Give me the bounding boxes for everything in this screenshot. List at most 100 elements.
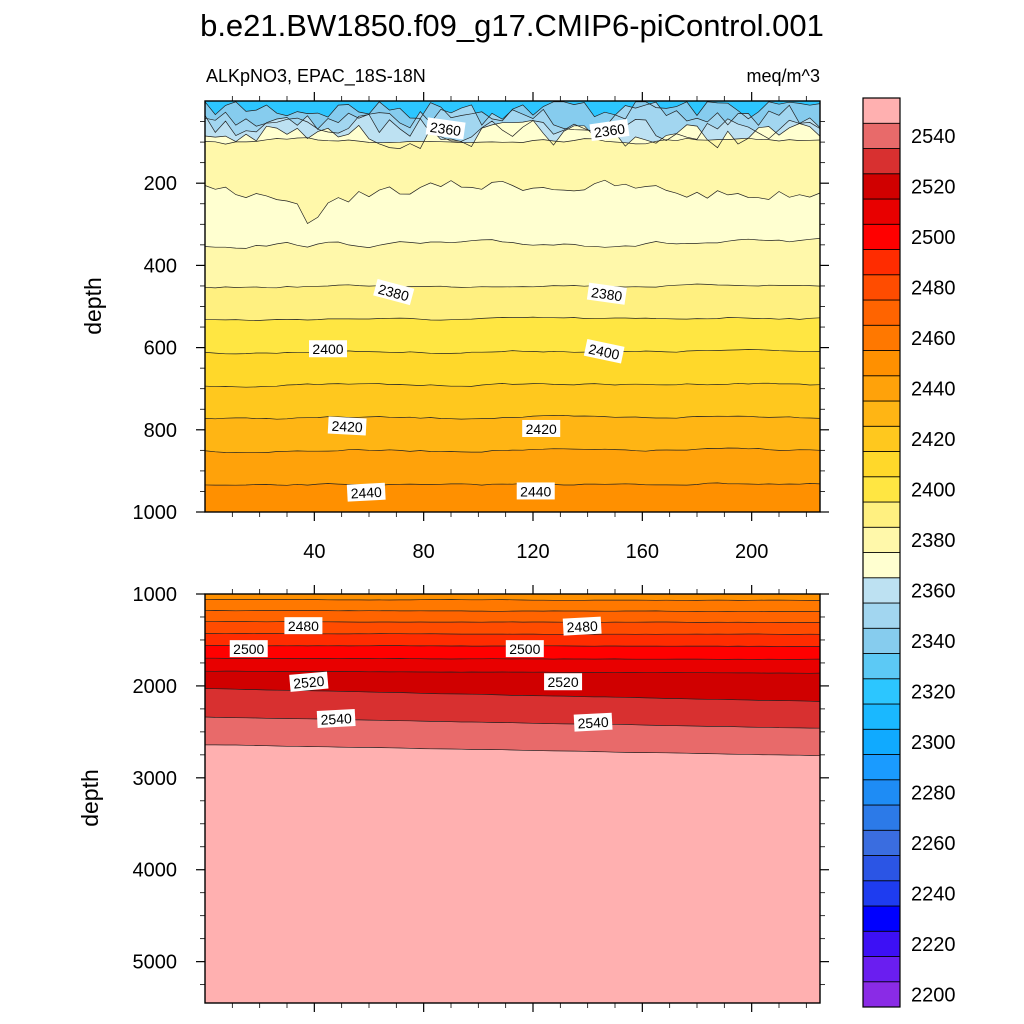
top-contour-label-text: 2440 (520, 483, 551, 499)
top-band-13 (205, 482, 820, 512)
bottom-y-tick-label: 2000 (133, 676, 178, 698)
colorbar-swatch (862, 350, 901, 377)
colorbar-swatch (862, 981, 901, 1008)
bottom-contour-label-text: 2540 (577, 714, 609, 732)
contour-labels: 2360 2360 2380 2380 2400 2400 2420 2420 2440 2440… (229, 117, 630, 732)
colorbar-tick-label: 2440 (911, 378, 956, 400)
colorbar-tick-label: 2420 (911, 429, 956, 451)
bottom-y-tick-label: 3000 (133, 768, 178, 790)
bottom-contour-label-text: 2520 (547, 674, 578, 690)
colorbar-swatch (862, 779, 901, 806)
colorbar-tick-label: 2540 (911, 126, 956, 148)
bottom-contour-label-box (229, 640, 268, 658)
colorbar-swatch (862, 274, 901, 301)
top-y-tick-label: 600 (144, 338, 177, 360)
bottom-contour-label-box (573, 712, 613, 732)
subtitle-right: meq/m^3 (747, 66, 820, 86)
bottom-contour-7 (204, 688, 821, 702)
bottom-contour-8 (204, 716, 821, 729)
axes: 40 80 120 160 200 200 400 600 800 1000 1000 2000 300… (133, 92, 829, 1012)
top-y-tick-label: 800 (144, 420, 177, 442)
top-y-tick-label: 200 (144, 173, 177, 195)
colorbar-swatch (862, 198, 901, 225)
top-x-tick-label: 200 (735, 541, 768, 563)
bottom-y-tick-label: 4000 (133, 860, 178, 882)
top-contour-4 (204, 137, 821, 145)
colorbar-swatch (862, 400, 901, 427)
top-contour-label-box (425, 117, 466, 140)
colorbar-swatch (862, 501, 901, 528)
top-contour-8 (204, 316, 821, 321)
bottom-contour-label-box (316, 709, 356, 728)
colorbar-tick-label: 2480 (911, 277, 956, 299)
bottom-contour-label-box (284, 617, 323, 635)
colorbar-swatch (862, 930, 901, 957)
top-contour-label-text: 2400 (587, 341, 621, 363)
colorbar-frame (862, 97, 901, 1008)
top-contour-label-text: 2360 (429, 119, 462, 139)
colorbar-swatch (862, 956, 901, 983)
colorbar-swatch (862, 829, 901, 856)
top-ylabel: depth (80, 277, 106, 335)
colorbar-tick-label: 2220 (911, 934, 956, 956)
bottom-ylabel: depth (77, 769, 103, 827)
colorbar-swatch (862, 526, 901, 553)
colorbar-swatch (862, 855, 901, 882)
bottom-contour-6 (204, 670, 821, 674)
colorbar-swatch (862, 653, 901, 680)
bottom-y-tick-label: 1000 (133, 584, 178, 606)
top-contour-label-box (583, 338, 625, 364)
top-contour-12 (204, 447, 821, 453)
colorbar-swatch (862, 425, 901, 452)
bottom-contour-label-text: 2480 (566, 618, 598, 636)
top-contour-label: 2400 (309, 340, 347, 358)
bottom-contour-label: 2480 (562, 616, 602, 636)
colorbar-tick-label: 2340 (911, 631, 956, 653)
top-contour-label-text: 2440 (350, 484, 382, 502)
bottom-contour-label-text: 2480 (288, 618, 319, 634)
top-contour-label-text: 2380 (590, 284, 623, 304)
colorbar-swatch (862, 223, 901, 250)
top-contour-label: 2440 (516, 482, 555, 500)
top-contour-label: 2380 (373, 278, 415, 306)
bottom-contour-label: 2500 (505, 640, 544, 658)
bottom-contour-label: 2540 (573, 712, 613, 732)
colorbar-swatch (862, 324, 901, 351)
colorbar-tick-label: 2380 (911, 530, 956, 552)
top-contour-10 (204, 382, 821, 388)
colorbar-swatch (862, 627, 901, 654)
chart-title: b.e21.BW1850.f09_g17.CMIP6-piControl.001 (200, 8, 824, 43)
top-contour-0 (204, 101, 821, 122)
bottom-contour-label-box (544, 673, 583, 691)
top-contour-label-box (346, 482, 386, 502)
bottom-y-tick-label: 5000 (133, 952, 178, 974)
colorbar-swatch (862, 148, 901, 175)
bottom-contour-9 (205, 744, 821, 757)
top-contour-label-box (309, 340, 347, 358)
top-contour-label-box (522, 419, 561, 437)
colorbar-swatch (862, 754, 901, 781)
top-contour-label: 2360 (425, 117, 466, 140)
bottom-band-9 (205, 744, 820, 1003)
colorbar-tick-label: 2460 (911, 328, 956, 350)
bottom-contour-label-text: 2520 (293, 673, 326, 692)
bottom-contour-label-box (505, 640, 544, 658)
colorbar-swatch (862, 249, 901, 276)
colorbar-swatch (862, 173, 901, 200)
top-contour-label: 2420 (327, 416, 367, 436)
colorbar-swatch (862, 451, 901, 478)
top-contour-label: 2440 (346, 482, 386, 502)
colorbar-swatch (862, 728, 901, 755)
bottom-contour-label-box (289, 671, 329, 692)
bottom-contour-label: 2520 (289, 671, 329, 692)
colorbar-tick-label: 2320 (911, 681, 956, 703)
top-x-tick-label: 80 (413, 541, 435, 563)
bottom-contour-label: 2500 (229, 640, 268, 658)
bottom-contour-5 (205, 657, 821, 660)
top-contour-label-box (586, 282, 627, 305)
top-contour-11 (204, 414, 821, 420)
bottom-frame (204, 593, 821, 1004)
top-y-tick-label: 400 (144, 255, 177, 277)
bottom-contour-1 (204, 610, 821, 612)
colorbar-tick-label: 2280 (911, 782, 956, 804)
